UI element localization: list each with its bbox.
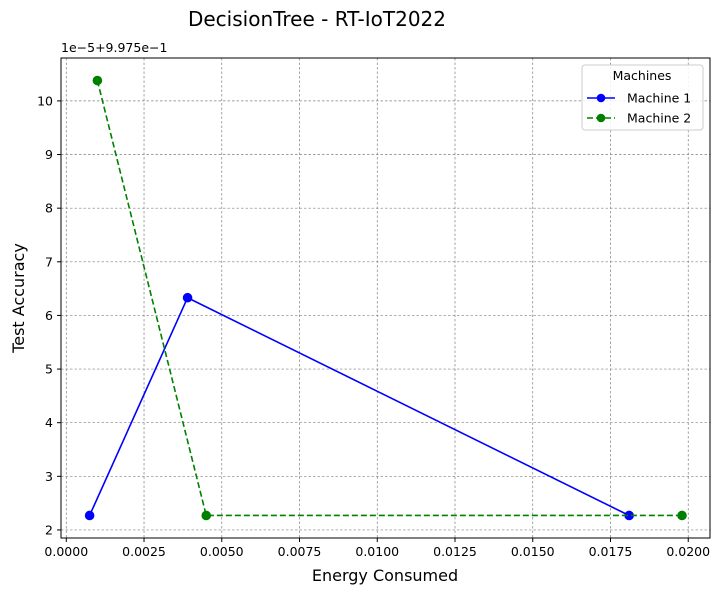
y-axis: 2 3 4 5 6 7 8 9 10 [37, 93, 61, 537]
x-tick-label: 0.0025 [122, 544, 166, 559]
y-tick-label: 6 [45, 308, 53, 323]
x-tick-label: 0.0075 [278, 544, 322, 559]
y-tick-label: 10 [37, 93, 53, 108]
y-tick-label: 3 [45, 469, 53, 484]
legend-label-2: Machine 2 [627, 111, 691, 126]
series-2-point [677, 510, 687, 521]
legend-marker-2 [596, 113, 606, 123]
series-line-2 [96, 80, 683, 517]
series-2-point [92, 75, 103, 86]
y-tick-label: 4 [45, 415, 53, 430]
legend: Machines Machine 1 Machine 2 [581, 64, 704, 131]
y-tick-label: 9 [45, 147, 53, 162]
y-tick-label: 2 [45, 522, 53, 537]
x-tick-label: 0.0175 [589, 544, 633, 559]
offset-label: 1e−5+9.975e−1 [61, 40, 167, 55]
x-tick-label: 0.0100 [355, 544, 399, 559]
chart-title: DecisionTree - RT-IoT2022 [188, 7, 446, 31]
x-tick-label: 0.0000 [44, 544, 88, 559]
x-axis: 0.0000 0.0025 0.0050 0.0075 0.0100 0.0125 0.01… [44, 538, 710, 559]
legend-title: Machines [613, 68, 672, 83]
x-tick-label: 0.0050 [200, 544, 244, 559]
y-tick-label: 5 [45, 362, 53, 377]
series-layer [84, 75, 687, 521]
y-tick-label: 8 [45, 201, 53, 216]
grid [61, 58, 710, 538]
series-2-point [201, 510, 212, 521]
x-tick-label: 0.0125 [433, 544, 477, 559]
y-axis-label: Test Accuracy [9, 243, 28, 354]
legend-label-1: Machine 1 [627, 91, 691, 106]
series-1-point [182, 292, 193, 303]
legend-marker-1 [596, 93, 606, 103]
x-tick-label: 0.0150 [511, 544, 555, 559]
x-axis-label: Energy Consumed [312, 566, 458, 585]
x-tick-label: 0.0200 [666, 544, 710, 559]
y-tick-label: 7 [45, 254, 53, 269]
series-line-1 [88, 296, 630, 517]
series-1-point [84, 510, 95, 521]
legend-box [581, 64, 704, 131]
plot-area [60, 57, 711, 539]
